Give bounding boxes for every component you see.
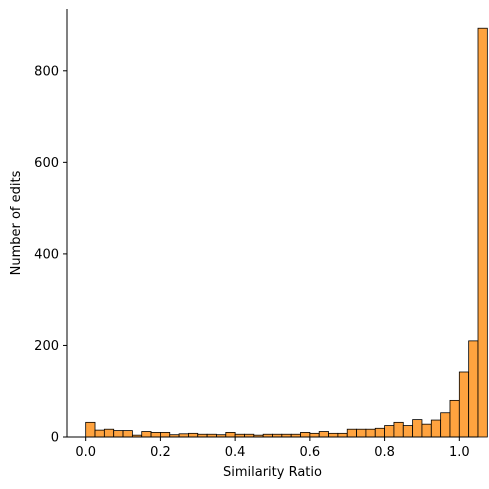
histogram-bar	[122, 430, 133, 438]
histogram-bar	[346, 428, 357, 438]
histogram-bar	[225, 432, 236, 438]
histogram-bar	[365, 428, 376, 438]
histogram-bar	[337, 432, 348, 438]
histogram-bar	[402, 425, 414, 438]
histogram-bar	[328, 432, 339, 438]
y-tick-label: 600	[34, 156, 59, 171]
histogram-bar	[309, 432, 320, 438]
axes	[66, 9, 478, 438]
histogram-bar	[188, 432, 199, 438]
x-tick-label: 0.6	[300, 445, 321, 460]
y-tick-label: 800	[34, 64, 59, 79]
x-axis-label: Similarity Ratio	[223, 465, 322, 480]
y-axis-ticks: 0 200 400 600 800	[34, 64, 67, 446]
x-tick-label: 0.8	[374, 445, 395, 460]
histogram-bar	[430, 419, 442, 438]
y-tick-label: 0	[51, 431, 59, 446]
histogram-bar	[160, 432, 171, 438]
histogram-bar	[440, 412, 451, 438]
histogram-bar	[449, 399, 460, 438]
histogram-bar	[384, 425, 395, 438]
histogram-bar	[85, 421, 96, 438]
histogram-bar	[421, 423, 432, 438]
x-tick-label: 0.4	[225, 445, 246, 460]
histogram-bar	[374, 427, 385, 438]
histogram-bar	[356, 428, 367, 438]
histogram-bar	[300, 432, 311, 438]
histogram-bar	[318, 431, 329, 438]
x-axis-ticks: 0.0 0.2 0.4 0.6 0.8 1.0	[75, 437, 470, 460]
y-tick-label: 200	[34, 339, 59, 354]
histogram-bar	[393, 421, 404, 438]
histogram-bar	[113, 430, 124, 438]
histogram-bar	[477, 27, 488, 438]
x-tick-label: 0.2	[150, 445, 171, 460]
histogram-bar	[103, 428, 115, 438]
histogram-bar	[141, 431, 152, 438]
histogram-bar	[150, 432, 161, 438]
x-tick-label: 1.0	[449, 445, 470, 460]
y-tick-label: 400	[34, 247, 59, 262]
histogram-bar	[412, 419, 423, 438]
histogram-bar	[468, 340, 479, 438]
x-tick-label: 0.0	[75, 445, 96, 460]
y-axis-label: Number of edits	[9, 170, 24, 275]
histogram-bar	[94, 429, 105, 438]
histogram-bars	[85, 27, 488, 438]
histogram-bar	[458, 371, 470, 438]
